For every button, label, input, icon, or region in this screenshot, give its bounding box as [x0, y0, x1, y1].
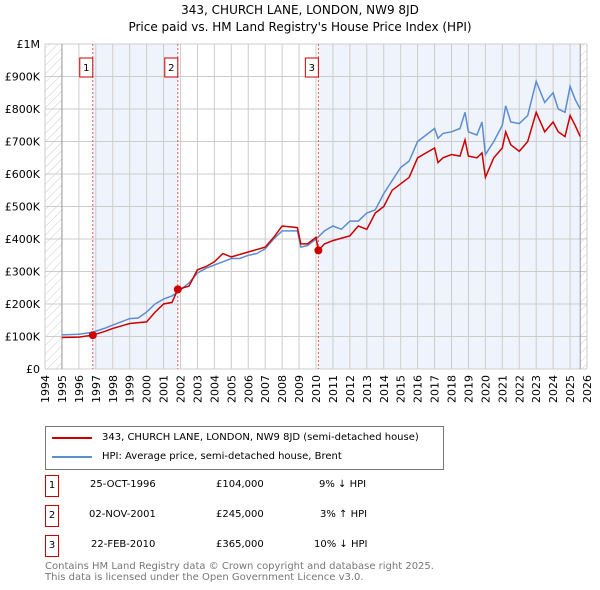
sale-badge-label: 3 [309, 63, 315, 74]
x-tick-label: 2007 [259, 375, 272, 403]
x-tick-label: 2006 [242, 375, 255, 403]
x-tick-label: 2011 [327, 375, 340, 403]
x-tick-label: 2021 [496, 375, 509, 403]
x-tick-label: 2002 [175, 375, 188, 403]
legend-item-price: 343, CHURCH LANE, LONDON, NW9 8JD (semi-… [52, 432, 419, 443]
blue-line-swatch [52, 455, 92, 458]
x-tick-label: 2001 [158, 375, 171, 403]
transaction-badge: 2 [45, 505, 59, 527]
x-tick-label: 2025 [564, 375, 577, 403]
sale-point [314, 246, 323, 255]
y-tick-label: £300K [5, 266, 41, 279]
x-tick-label: 2013 [361, 375, 374, 403]
x-tick-label: 1994 [39, 375, 52, 403]
legend-label: 343, CHURCH LANE, LONDON, NW9 8JD (semi-… [102, 432, 419, 443]
y-tick-label: £1M [17, 38, 41, 51]
chart-subtitle: Price paid vs. HM Land Registry's House … [128, 20, 472, 34]
transaction-date: 22-FEB-2010 [91, 539, 156, 550]
transaction-row: 1 25-OCT-1996 £104,000 9% ↓ HPI [45, 475, 445, 497]
x-tick-label: 1995 [56, 375, 69, 403]
y-tick-label: £400K [5, 233, 41, 246]
y-tick-label: £600K [5, 168, 41, 181]
sale-badge-label: 1 [83, 63, 89, 74]
red-line-swatch [52, 436, 92, 439]
sale-badge-label: 2 [168, 63, 174, 74]
transaction-price: £104,000 [216, 479, 264, 490]
x-tick-label: 2023 [530, 375, 543, 403]
x-tick-label: 2003 [191, 375, 204, 403]
x-tick-label: 2022 [513, 375, 526, 403]
x-tick-label: 2015 [395, 375, 408, 403]
sale-badge [79, 57, 94, 78]
y-tick-label: £900K [5, 71, 41, 84]
x-tick-label: 2008 [276, 375, 289, 403]
footer-line: Contains HM Land Registry data © Crown c… [45, 561, 434, 572]
legend-item-hpi: HPI: Average price, semi-detached house,… [52, 451, 342, 462]
x-tick-label: 1998 [107, 375, 120, 403]
chart-title: 343, CHURCH LANE, LONDON, NW9 8JD [181, 3, 419, 17]
y-tick-label: £500K [5, 201, 41, 214]
y-tick-label: £800K [5, 103, 41, 116]
transaction-hpi: 9% ↓ HPI [319, 479, 367, 490]
x-tick-label: 2004 [208, 375, 221, 403]
x-tick-label: 2026 [581, 375, 594, 403]
y-tick-label: £100K [5, 331, 41, 344]
y-tick-label: £700K [5, 136, 41, 149]
transaction-date: 25-OCT-1996 [90, 479, 156, 490]
x-tick-label: 2014 [378, 375, 391, 403]
x-tick-label: 2019 [462, 375, 475, 403]
x-tick-label: 2012 [344, 375, 357, 403]
x-tick-label: 2017 [429, 375, 442, 403]
y-tick-label: £0 [26, 363, 40, 376]
transaction-price: £365,000 [216, 539, 264, 550]
footer-line: This data is licensed under the Open Gov… [45, 572, 364, 583]
price-chart: 1994 1995 1996 1997 1998 1999 2000 2001 2002 2003… [5, 38, 594, 403]
transaction-hpi: 3% ↑ HPI [320, 509, 368, 520]
x-tick-label: 1999 [124, 375, 137, 403]
legend: 343, CHURCH LANE, LONDON, NW9 8JD (semi-… [45, 426, 444, 470]
transaction-badge: 3 [45, 535, 59, 557]
x-tick-label: 2024 [547, 375, 560, 403]
sale-badge [304, 57, 319, 78]
x-tick-label: 2009 [293, 375, 306, 403]
footer: Contains HM Land Registry data © Crown c… [45, 561, 434, 583]
sale-point [173, 285, 182, 294]
transaction-price: £245,000 [216, 509, 264, 520]
sale-point [88, 331, 97, 340]
x-tick-label: 2020 [479, 375, 492, 403]
y-tick-label: £200K [5, 298, 41, 311]
transaction-badge: 1 [45, 475, 59, 497]
transaction-hpi: 10% ↓ HPI [314, 539, 368, 550]
x-tick-label: 2005 [225, 375, 238, 403]
x-tick-label: 2010 [310, 375, 323, 403]
transaction-row: 3 22-FEB-2010 £365,000 10% ↓ HPI [45, 535, 445, 557]
transaction-date: 02-NOV-2001 [89, 509, 156, 520]
x-tick-label: 2018 [446, 375, 459, 403]
transaction-row: 2 02-NOV-2001 £245,000 3% ↑ HPI [45, 505, 445, 527]
x-tick-label: 1996 [73, 375, 86, 403]
x-tick-label: 2016 [412, 375, 425, 403]
sale-badge [164, 57, 179, 78]
x-tick-label: 1997 [90, 375, 103, 403]
legend-label: HPI: Average price, semi-detached house,… [102, 451, 342, 462]
x-tick-label: 2000 [141, 375, 154, 403]
